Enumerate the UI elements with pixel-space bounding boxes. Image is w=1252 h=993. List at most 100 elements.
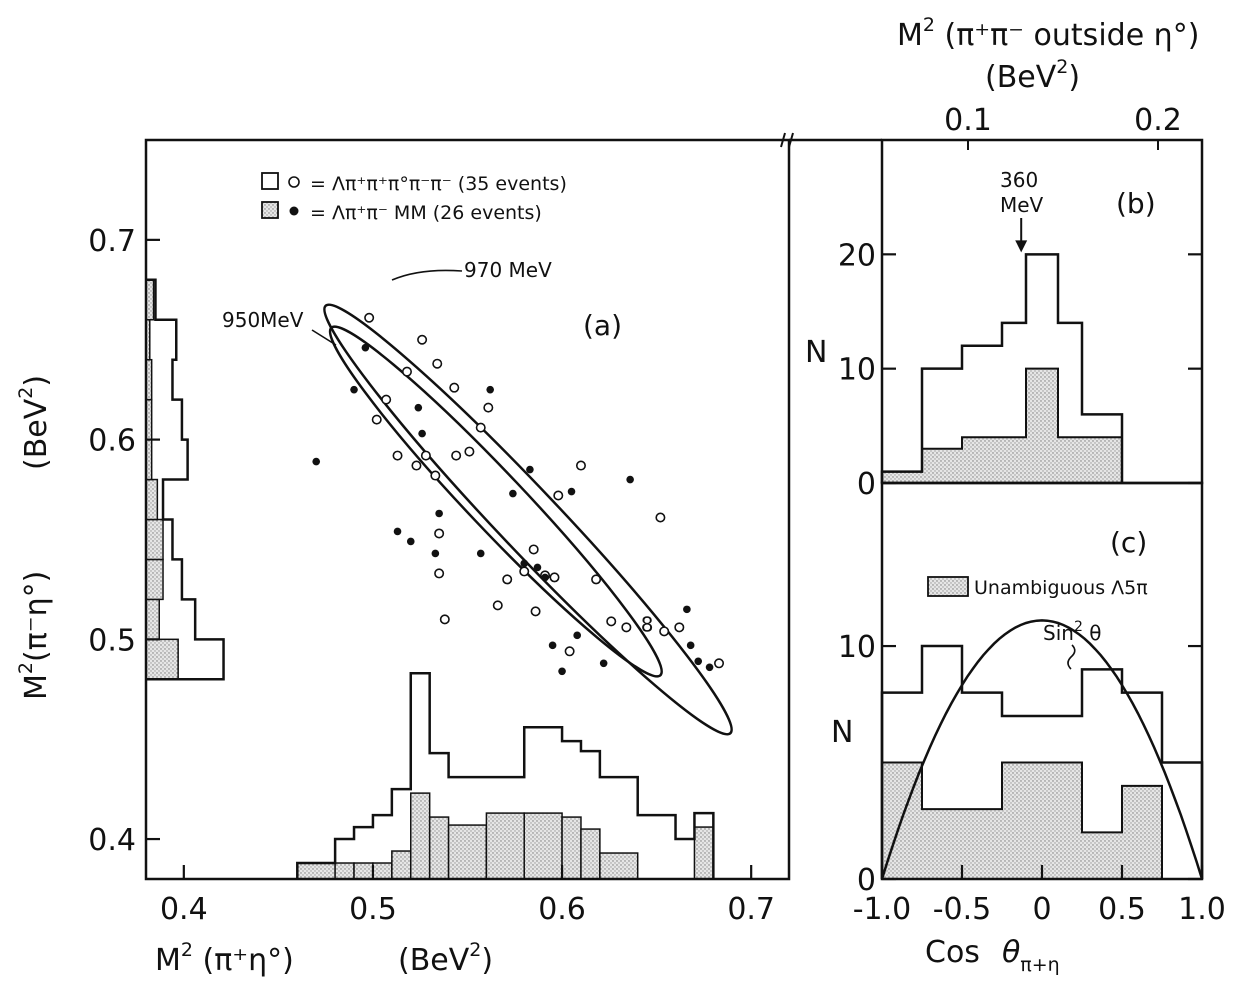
c-unambiguous-shaded (882, 763, 1202, 879)
a-open-point (433, 359, 441, 367)
a-open-point (520, 567, 528, 575)
b-arrow-icon (1015, 218, 1027, 252)
a-open-point (435, 529, 443, 537)
legend-open-circle-icon (289, 177, 299, 187)
a-open-point (412, 461, 420, 469)
a-open-point (565, 647, 573, 655)
a-open-point (554, 491, 562, 499)
a-filled-point (394, 528, 402, 536)
a-x-tick-label: 0.5 (349, 892, 397, 927)
a-xlabel-units: (BeV2) (398, 939, 493, 978)
c-xlabel: Cos θπ+η (925, 935, 1060, 976)
a-open-point (477, 423, 485, 431)
a-y-shaded-bin (146, 480, 157, 520)
c-x-tick-label: 1.0 (1178, 892, 1226, 927)
label-950: 950MeV (222, 308, 304, 332)
a-filled-point (526, 466, 534, 474)
a-open-point (577, 461, 585, 469)
a-filled-point (509, 490, 517, 498)
a-filled-point (418, 430, 426, 438)
c-legend-text: Unambiguous Λ5π (974, 577, 1148, 599)
a-open-point (365, 314, 373, 322)
b-unambiguous-shaded (882, 369, 1122, 483)
a-open-point (503, 575, 511, 583)
b-y-tick-label: 20 (838, 238, 876, 273)
a-open-point (531, 607, 539, 615)
a-open-point (441, 615, 449, 623)
a-open-point (403, 367, 411, 375)
a-open-point (373, 415, 381, 423)
legend-shaded-box-icon (262, 202, 278, 218)
b-y-tick-label: 0 (857, 467, 876, 502)
c-ylabel: N (831, 715, 853, 750)
a-marked-point: 8 (641, 612, 654, 636)
a-open-point (382, 395, 390, 403)
a-open-point (422, 451, 430, 459)
b-top-tick-label: 0.2 (1134, 103, 1182, 138)
b-arrow-label-2: MeV (1000, 193, 1044, 217)
legend-filled-circle-icon (290, 207, 299, 216)
a-y-shaded-bin (146, 599, 159, 639)
a-open-point (607, 617, 615, 625)
a-x-tick-label: 0.4 (160, 892, 208, 927)
a-x-shaded-bin (430, 817, 449, 879)
a-open-point (393, 451, 401, 459)
c-curve-label: Sin2 θ (1043, 619, 1101, 645)
b-arrow-head (1015, 240, 1027, 252)
a-open-point (660, 627, 668, 635)
b-ylabel: N (805, 335, 827, 370)
a-ellipse-970 (303, 285, 752, 755)
a-filled-point (312, 458, 320, 466)
a-filled-point (350, 386, 358, 394)
a-open-point (529, 545, 537, 553)
b-top-tick-label: 0.1 (944, 103, 992, 138)
a-x-shaded-bin (297, 863, 335, 879)
a-filled-point (407, 538, 415, 546)
legend-open-text: = Λπ⁺π⁺π°π⁻π⁻ (35 events) (310, 173, 567, 195)
panel-c-tag: (c) (1110, 526, 1147, 559)
panel-b-tag: (b) (1116, 187, 1156, 220)
a-filled-point (694, 657, 702, 665)
a-y-tick-label: 0.6 (88, 424, 136, 459)
a-y-shaded-bin (146, 519, 163, 559)
a-open-point (484, 403, 492, 411)
a-x-projection-shaded (297, 793, 713, 879)
c-x-tick-label: -0.5 (933, 892, 992, 927)
a-x-shaded-bin (562, 817, 581, 879)
a-filled-point (683, 606, 691, 614)
a-open-point (550, 573, 558, 581)
b-y-tick-label: 10 (838, 353, 876, 388)
a-filled-point (432, 550, 440, 558)
a-filled-point (600, 659, 608, 667)
a-ellipses (303, 285, 752, 755)
a-y-tick-label: 0.4 (88, 823, 136, 858)
a-y-shaded-bin (146, 559, 163, 599)
a-x-shaded-bin (449, 825, 487, 879)
c-x-tick-label: 0.5 (1098, 892, 1146, 927)
c-x-tick-label: 0 (1032, 892, 1051, 927)
a-filled-point (486, 386, 494, 394)
a-open-point (431, 471, 439, 479)
a-y-shaded-bin (146, 639, 178, 679)
a-ellipse-950 (311, 308, 681, 694)
label-970-leader (392, 270, 462, 280)
a-filled-point (477, 550, 485, 558)
a-filled-point (706, 663, 714, 671)
a-filled-point (520, 560, 528, 568)
panel-c-histogram: 010 -1.0 -0.5 0 0.5 1.0 (c) Unambiguous Λ5π … (831, 483, 1226, 976)
a-open-point (592, 575, 600, 583)
a-open-point (675, 623, 683, 631)
a-x-shaded-bin (486, 813, 524, 879)
panel-b-histogram: 01020 0.1 0.2 360 MeV (b) N M2 (π⁺π⁻ outs… (805, 14, 1202, 502)
a-filled-point (573, 632, 581, 640)
b-arrow-label-1: 360 (1000, 168, 1038, 192)
a-open-point (494, 601, 502, 609)
a-x-shaded-bin (600, 853, 638, 879)
a-x-shaded-bin (524, 813, 562, 879)
c-x-tick-label: -1.0 (853, 892, 912, 927)
label-970: 970 MeV (464, 258, 552, 282)
a-x-shaded-bin (354, 863, 373, 879)
c-legend-shaded-box-icon (928, 577, 968, 596)
c-y-tick-label: 10 (838, 630, 876, 665)
